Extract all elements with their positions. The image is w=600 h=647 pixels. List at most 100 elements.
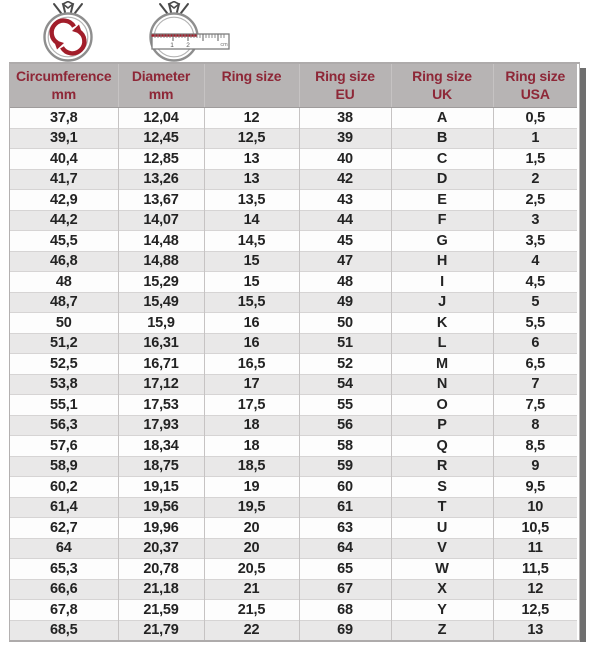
table-cell: 12,04 [118,107,205,128]
table-cell: 59 [299,455,392,477]
table-cell: 39,1 [10,127,119,149]
table-cell: 19,56 [118,496,205,518]
col-header-diameter: Diameter mm [118,64,205,108]
table-cell: 17,53 [118,394,205,415]
ring-size-table-body: 37,8 12,04 12 38 A 0,5 39,1 12,45 12,5 39 B 1 40,4 12… [10,107,577,640]
table-cell: 15,9 [118,312,205,333]
table-cell: 60 [299,476,392,497]
table-cell: 17,93 [118,414,205,436]
table-cell: 21,79 [118,619,205,640]
col-header-ring-size-usa: Ring size USA [493,64,577,108]
table-row: 41,7 13,26 13 42 D 2 [10,168,577,190]
table-row: 45,5 14,48 14,5 45 G 3,5 [10,230,577,251]
table-row: 52,5 16,71 16,5 52 M 6,5 [10,353,577,374]
table-row: 57,6 18,34 18 58 Q 8,5 [10,435,577,456]
table-cell: 66,6 [10,578,119,600]
table-cell: 18 [204,435,300,456]
table-cell: 18,75 [118,455,205,477]
table-cell: 69 [299,619,392,640]
table-cell: 44 [299,209,392,231]
table-cell: G [391,230,494,251]
table-cell: 20,37 [118,537,205,559]
table-cell: 13,5 [204,189,300,210]
table-row: 67,8 21,59 21,5 68 Y 12,5 [10,599,577,620]
table-row: 48,7 15,49 15,5 49 J 5 [10,291,577,313]
table-cell: 21,59 [118,599,205,620]
table-cell: 14 [204,209,300,231]
table-cell: 48 [299,271,392,292]
table-row: 39,1 12,45 12,5 39 B 1 [10,127,577,149]
table-cell: 6 [493,332,577,354]
table-cell: 11,5 [493,558,577,579]
table-cell: 4 [493,250,577,272]
table-cell: 12 [204,107,300,128]
table-cell: 1 [493,127,577,149]
table-cell: P [391,414,494,436]
col-header-circumference: Circumference mm [10,64,119,108]
table-cell: 15,29 [118,271,205,292]
table-cell: 37,8 [10,107,119,128]
table-row: 65,3 20,78 20,5 65 W 11,5 [10,558,577,579]
table-cell: 14,48 [118,230,205,251]
table-cell: 19 [204,476,300,497]
table-row: 42,9 13,67 13,5 43 E 2,5 [10,189,577,210]
table-cell: 58 [299,435,392,456]
table-cell: 52 [299,353,392,374]
table-cell: 67,8 [10,599,119,620]
table-cell: 40,4 [10,148,119,169]
table-cell: 12,5 [204,127,300,149]
table-cell: 20,78 [118,558,205,579]
table-row: 51,2 16,31 16 51 L 6 [10,332,577,354]
table-cell: V [391,537,494,559]
ruler-mark-2: 2 [186,42,190,49]
table-cell: 9,5 [493,476,577,497]
table-cell: 63 [299,517,392,538]
table-cell: 60,2 [10,476,119,497]
table-cell: 39 [299,127,392,149]
table-row: 48 15,29 15 48 I 4,5 [10,271,577,292]
table-cell: H [391,250,494,272]
table-cell: 55,1 [10,394,119,415]
table-cell: 22 [204,619,300,640]
table-cell: 45,5 [10,230,119,251]
table-cell: X [391,578,494,600]
table-cell: 52,5 [10,353,119,374]
table-cell: 9 [493,455,577,477]
table-cell: 61 [299,496,392,518]
table-cell: 61,4 [10,496,119,518]
table-row: 68,5 21,79 22 69 Z 13 [10,619,577,640]
table-cell: 15 [204,271,300,292]
table-row: 60,2 19,15 19 60 S 9,5 [10,476,577,497]
table-cell: 48,7 [10,291,119,313]
table-cell: 16 [204,312,300,333]
table-cell: 64 [10,537,119,559]
table-cell: 62,7 [10,517,119,538]
table-cell: 68 [299,599,392,620]
table-cell: 55 [299,394,392,415]
table-cell: 53,8 [10,373,119,395]
table-cell: 56 [299,414,392,436]
table-cell: 3 [493,209,577,231]
table-cell: 15 [204,250,300,272]
table-cell: 6,5 [493,353,577,374]
table-cell: 10 [493,496,577,518]
table-row: 62,7 19,96 20 63 U 10,5 [10,517,577,538]
table-cell: 51 [299,332,392,354]
table-cell: 3,5 [493,230,577,251]
measurement-icons: 1 2 cm [0,0,600,62]
col-header-ring-size-uk: Ring size UK [391,64,494,108]
table-cell: 12,45 [118,127,205,149]
table-cell: 15,5 [204,291,300,313]
table-cell: 45 [299,230,392,251]
col-header-ring-size: Ring size [204,64,300,108]
table-cell: 17,12 [118,373,205,395]
table-cell: 4,5 [493,271,577,292]
table-row: 37,8 12,04 12 38 A 0,5 [10,107,577,128]
table-cell: 46,8 [10,250,119,272]
table-cell: 44,2 [10,209,119,231]
table-cell: 5 [493,291,577,313]
table-cell: T [391,496,494,518]
table-cell: 17,5 [204,394,300,415]
table-cell: 13 [493,619,577,640]
table-cell: 65 [299,558,392,579]
